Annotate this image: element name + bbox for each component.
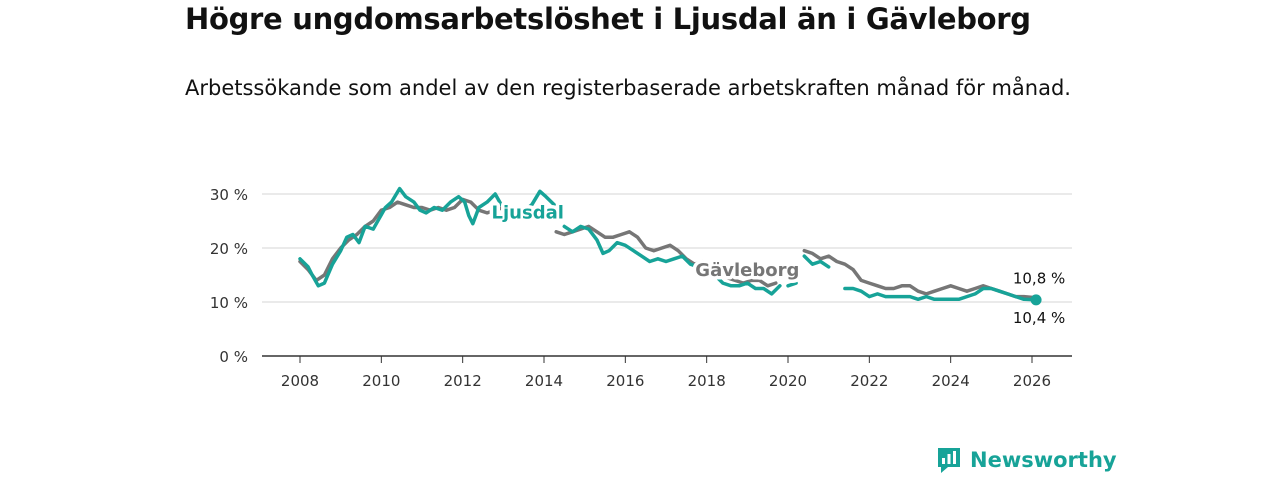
x-tick-label: 2010 <box>362 372 400 390</box>
series-label-halo-gavleborg: Gävleborg <box>695 260 799 281</box>
x-tick-label: 2008 <box>281 372 319 390</box>
brand-name: Newsworthy <box>970 448 1117 472</box>
y-axis-ticks: 0 % 10 % 20 % 30 % <box>210 186 248 366</box>
newsworthy-logo: Newsworthy <box>936 446 1117 474</box>
series-lines <box>298 186 1042 306</box>
y-tick-label: 20 % <box>210 240 248 258</box>
series-line-ljusdal <box>298 186 1038 302</box>
y-tick-label: 0 % <box>219 348 248 366</box>
x-tick-label: 2018 <box>688 372 726 390</box>
x-tick-label: 2024 <box>932 372 970 390</box>
x-tick-label: 2020 <box>769 372 807 390</box>
chart-title: Högre ungdomsarbetslöshet i Ljusdal än i… <box>185 2 1031 36</box>
end-marker-ljusdal <box>1030 294 1042 306</box>
y-tick-label: 10 % <box>210 294 248 312</box>
end-value-ljusdal: 10,4 % <box>1013 309 1065 327</box>
y-tick-label: 30 % <box>210 186 248 204</box>
series-labels: 10,8 %10,4 %LjusdalLjusdalGävleborgGävle… <box>488 199 1065 327</box>
x-tick-label: 2022 <box>850 372 888 390</box>
x-tick-label: 2016 <box>606 372 644 390</box>
x-axis-ticks: 2008 2010 2012 2014 2016 2018 2020 2022 2024 2026 <box>281 356 1051 390</box>
x-tick-label: 2012 <box>444 372 482 390</box>
newsworthy-chart-icon <box>938 448 960 473</box>
series-line-gavleborg <box>298 197 1038 300</box>
x-tick-label: 2014 <box>525 372 563 390</box>
series-label-halo-ljusdal: Ljusdal <box>492 202 564 223</box>
chart-subtitle: Arbetssökande som andel av den registerb… <box>185 76 1071 100</box>
gridlines <box>262 193 1072 357</box>
x-tick-label: 2026 <box>1013 372 1051 390</box>
series-label-ljusdal: Ljusdal <box>492 202 564 223</box>
end-value-gavleborg: 10,8 % <box>1013 270 1065 288</box>
series-label-gavleborg: Gävleborg <box>695 260 799 281</box>
